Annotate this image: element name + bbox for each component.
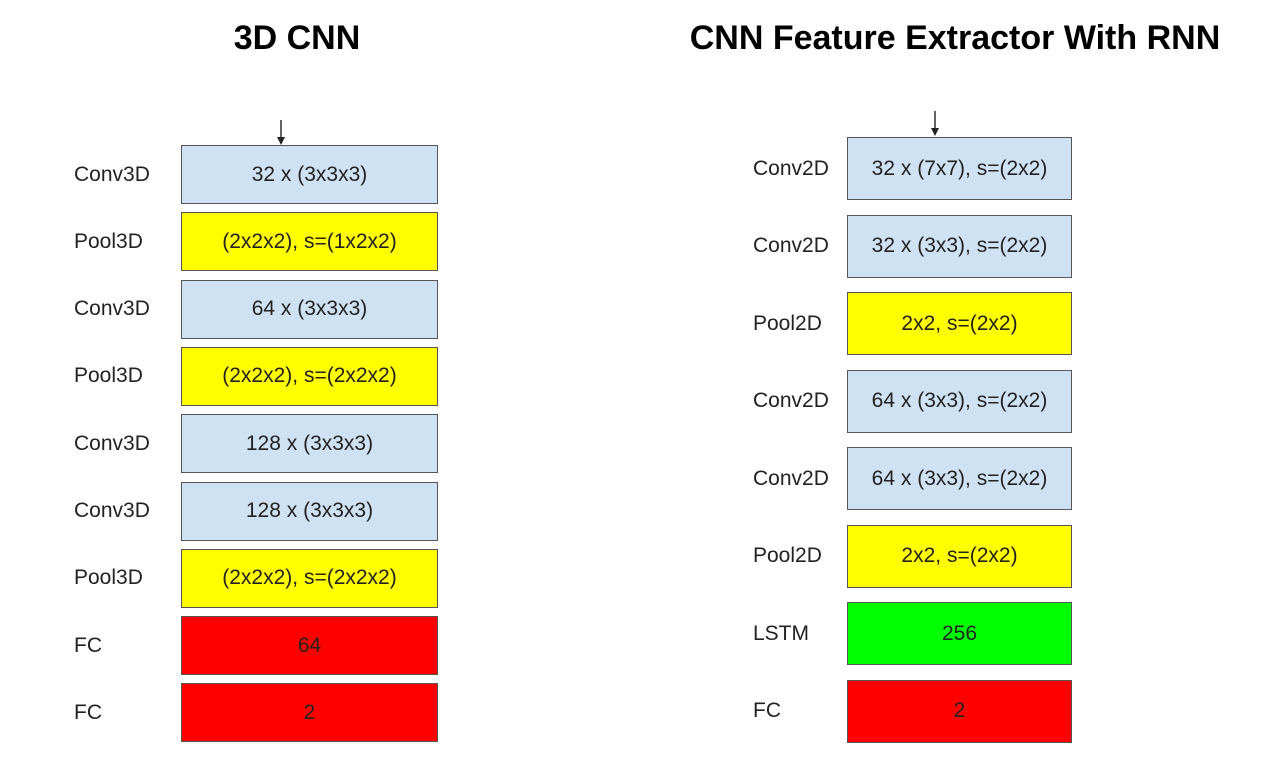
right-layer-box-lstm: 256 <box>847 602 1072 665</box>
left-layer-text: 128 x (3x3x3) <box>245 499 374 522</box>
right-layer-box-conv: 32 x (7x7), s=(2x2) <box>847 137 1072 200</box>
left-layer-box-fc: 64 <box>181 616 438 676</box>
right-layer-box-conv: 32 x (3x3), s=(2x2) <box>847 214 1072 278</box>
left-layer-label: Conv3D <box>74 297 150 321</box>
right-layer-label: Pool2D <box>753 544 822 567</box>
right-layer-box-conv: 64 x (3x3), s=(2x2) <box>847 369 1072 433</box>
left-layer-text: (2x2x2), s=(2x2x2) <box>222 364 397 388</box>
left-layer-text: (2x2x2), s=(1x2x2) <box>222 229 397 253</box>
left-layer-text: 64 x (3x3x3) <box>251 297 368 321</box>
right-layer-text: 256 <box>941 621 978 645</box>
left-layer-label: FC <box>74 700 102 724</box>
left-layer-label: Conv3D <box>74 431 150 455</box>
left-layer-label: Pool3D <box>74 229 143 253</box>
left-layer-text: 2 <box>303 700 316 724</box>
right-layer-text: 2 <box>953 699 966 722</box>
right-layer-label: FC <box>753 699 781 722</box>
title-3d-cnn: 3D CNN <box>233 19 361 57</box>
right-layer-text: 2x2, s=(2x2) <box>901 544 1018 567</box>
right-layer-text: 64 x (3x3), s=(2x2) <box>871 389 1048 412</box>
left-layer-box-conv: 128 x (3x3x3) <box>181 481 438 541</box>
left-layer-box-conv: 32 x (3x3x3) <box>181 145 438 204</box>
left-layer-label: Conv3D <box>74 499 150 522</box>
left-layer-box-conv: 64 x (3x3x3) <box>181 279 438 339</box>
down-arrow-icon <box>277 120 285 145</box>
right-layer-label: Conv2D <box>753 234 829 257</box>
left-layer-label: Pool3D <box>74 364 143 388</box>
left-layer-label: FC <box>74 633 102 657</box>
left-layer-label: Pool3D <box>74 566 143 590</box>
down-arrow-icon <box>931 111 939 136</box>
right-layer-text: 32 x (3x3), s=(2x2) <box>871 234 1048 257</box>
left-layer-box-fc: 2 <box>181 683 438 743</box>
left-layer-box-conv: 128 x (3x3x3) <box>181 414 438 474</box>
right-layer-box-pool: 2x2, s=(2x2) <box>847 292 1072 355</box>
right-layer-box-fc: 2 <box>847 679 1072 743</box>
right-layer-text: 32 x (7x7), s=(2x2) <box>871 156 1048 180</box>
right-layer-label: Conv2D <box>753 156 829 180</box>
left-layer-text: (2x2x2), s=(2x2x2) <box>222 566 397 590</box>
left-layer-text: 128 x (3x3x3) <box>245 431 374 455</box>
left-layer-text: 32 x (3x3x3) <box>251 162 368 186</box>
title-cnn-rnn: CNN Feature Extractor With RNN <box>689 19 1221 57</box>
left-layer-text: 64 <box>297 633 322 657</box>
right-layer-label: Pool2D <box>753 311 822 335</box>
right-layer-box-pool: 2x2, s=(2x2) <box>847 524 1072 588</box>
right-layer-label: LSTM <box>753 621 810 645</box>
left-layer-label: Conv3D <box>74 162 150 186</box>
left-layer-box-pool: (2x2x2), s=(1x2x2) <box>181 212 438 272</box>
right-layer-box-conv: 64 x (3x3), s=(2x2) <box>847 447 1072 510</box>
right-layer-text: 2x2, s=(2x2) <box>901 311 1018 335</box>
left-layer-box-pool: (2x2x2), s=(2x2x2) <box>181 346 438 406</box>
left-layer-box-pool: (2x2x2), s=(2x2x2) <box>181 548 438 608</box>
right-layer-label: Conv2D <box>753 466 829 490</box>
right-layer-text: 64 x (3x3), s=(2x2) <box>871 466 1048 490</box>
right-layer-label: Conv2D <box>753 389 829 412</box>
